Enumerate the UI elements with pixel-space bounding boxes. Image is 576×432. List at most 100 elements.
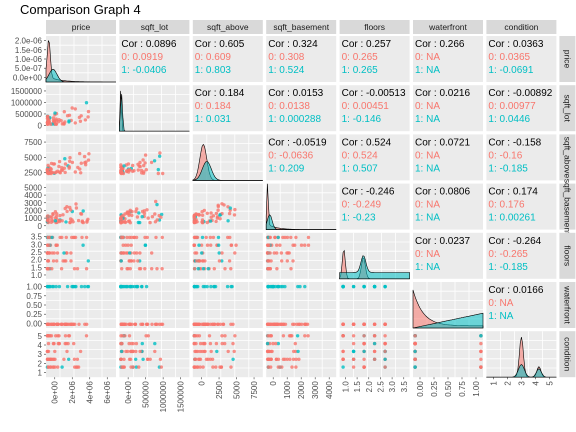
point-3-0 bbox=[64, 220, 68, 224]
point-5-4 bbox=[383, 284, 387, 289]
point-6-3 bbox=[285, 357, 289, 361]
point-2-0 bbox=[73, 170, 78, 174]
point-4-2 bbox=[217, 243, 221, 247]
point-4-1 bbox=[136, 259, 140, 263]
point-4-2 bbox=[229, 243, 234, 247]
point-6-2 bbox=[204, 357, 209, 361]
cor-overall-3-5: Cor : 0.0806 bbox=[415, 187, 470, 198]
row-strip-label-sqft_lot: sqft_lot bbox=[562, 94, 572, 122]
point-5-2 bbox=[221, 322, 225, 326]
xtick-price: 4e+06 bbox=[86, 381, 95, 404]
point-3-0 bbox=[76, 218, 81, 223]
point-2-0 bbox=[48, 166, 53, 171]
point-5-0 bbox=[50, 284, 55, 289]
point-5-0 bbox=[83, 284, 87, 289]
point-4-0 bbox=[69, 251, 73, 255]
point-6-2 bbox=[192, 341, 196, 346]
point-5-3 bbox=[283, 322, 288, 326]
point-6-2 bbox=[201, 365, 205, 369]
point-3-0 bbox=[60, 219, 64, 223]
point-6-4 bbox=[372, 357, 377, 361]
point-3-0 bbox=[85, 219, 89, 223]
point-2-0 bbox=[49, 161, 54, 166]
col-strip-price bbox=[46, 20, 116, 34]
point-6-2 bbox=[231, 357, 235, 361]
point-6-4 bbox=[383, 341, 387, 346]
point-6-0 bbox=[75, 357, 80, 361]
point-3-0 bbox=[57, 219, 62, 224]
point-5-3 bbox=[266, 284, 270, 289]
cor-overall-1-4: Cor : -0.00513 bbox=[342, 88, 406, 99]
point-2-0 bbox=[53, 171, 57, 175]
point-6-3 bbox=[289, 334, 293, 338]
point-4-3 bbox=[268, 235, 272, 240]
panel-sqft_lot-floors bbox=[339, 85, 410, 132]
point-4-1 bbox=[120, 267, 124, 271]
point-2-0 bbox=[57, 159, 62, 164]
point-3-0 bbox=[63, 206, 67, 211]
point-2-1 bbox=[158, 151, 162, 155]
ytick-floors: 2.0 bbox=[31, 256, 43, 265]
point-6-2 bbox=[197, 334, 202, 338]
point-6-2 bbox=[231, 341, 235, 346]
point-6-1 bbox=[129, 365, 133, 369]
point-4-3 bbox=[265, 259, 270, 263]
point-3-1 bbox=[119, 221, 123, 225]
point-4-2 bbox=[204, 235, 208, 240]
point-5-0 bbox=[49, 322, 54, 326]
panel-condition-waterfront bbox=[413, 331, 483, 378]
panel-sqft_lot-sqft_basement bbox=[266, 85, 337, 132]
point-6-1 bbox=[138, 349, 142, 354]
xtick-waterfront: 0.50 bbox=[444, 381, 453, 397]
point-4-3 bbox=[299, 243, 304, 247]
point-5-4 bbox=[341, 284, 345, 289]
density-group1-waterfront bbox=[412, 312, 484, 329]
cor-overall-2-3: Cor : -0.0519 bbox=[268, 137, 327, 148]
cor-group1-4-5: 1: NA bbox=[415, 262, 440, 273]
point-6-2 bbox=[219, 365, 224, 369]
point-3-0 bbox=[46, 217, 50, 222]
row-strip-label-condition: condition bbox=[562, 337, 572, 371]
point-2-1 bbox=[143, 161, 147, 165]
point-4-1 bbox=[126, 243, 130, 247]
point-6-1 bbox=[141, 357, 145, 361]
panel-waterfront-sqft_lot bbox=[119, 282, 190, 328]
point-5-1 bbox=[144, 284, 149, 289]
panel-waterfront-floors bbox=[339, 282, 410, 328]
xtick-sqft_basement: 1000 bbox=[283, 381, 292, 399]
point-6-3 bbox=[297, 357, 301, 361]
cor-group0-2-4: 0: 0.524 bbox=[342, 150, 379, 161]
ytick-price: 1.0e-06 bbox=[15, 55, 43, 64]
point-4-1 bbox=[150, 251, 154, 255]
point-3-0 bbox=[81, 209, 85, 213]
point-4-2 bbox=[193, 251, 197, 255]
point-3-1 bbox=[130, 209, 134, 214]
point-1-0 bbox=[78, 119, 83, 124]
cor-group1-1-5: 1: NA bbox=[415, 114, 440, 125]
point-4-0 bbox=[62, 251, 66, 255]
cor-group1-0-2: 1: 0.803 bbox=[195, 65, 232, 76]
point-6-2 bbox=[214, 341, 219, 346]
cor-overall-2-4: Cor : 0.524 bbox=[342, 137, 392, 148]
point-4-1 bbox=[125, 235, 129, 240]
point-4-2 bbox=[192, 267, 197, 271]
ytick-sqft_lot: 500000 bbox=[15, 110, 42, 119]
point-4-0 bbox=[52, 251, 56, 255]
col-strip-label-floors: floors bbox=[364, 22, 385, 32]
panel-sqft_above-sqft_basement bbox=[266, 134, 337, 181]
cor-overall-0-6: Cor : 0.0363 bbox=[488, 39, 543, 50]
point-6-4 bbox=[351, 334, 356, 338]
xtick-condition: 5 bbox=[545, 381, 554, 386]
point-5-3 bbox=[274, 322, 279, 326]
point-4-3 bbox=[269, 259, 273, 263]
ytick-waterfront: 0.00 bbox=[26, 319, 42, 328]
point-5-1 bbox=[140, 284, 144, 289]
point-6-1 bbox=[120, 341, 124, 346]
point-4-2 bbox=[200, 235, 205, 240]
point-1-0 bbox=[51, 118, 56, 123]
point-1-0 bbox=[84, 101, 89, 105]
point-6-1 bbox=[144, 334, 148, 338]
point-4-1 bbox=[154, 235, 158, 240]
cor-overall-0-4: Cor : 0.257 bbox=[342, 39, 392, 50]
point-6-1 bbox=[119, 334, 123, 338]
